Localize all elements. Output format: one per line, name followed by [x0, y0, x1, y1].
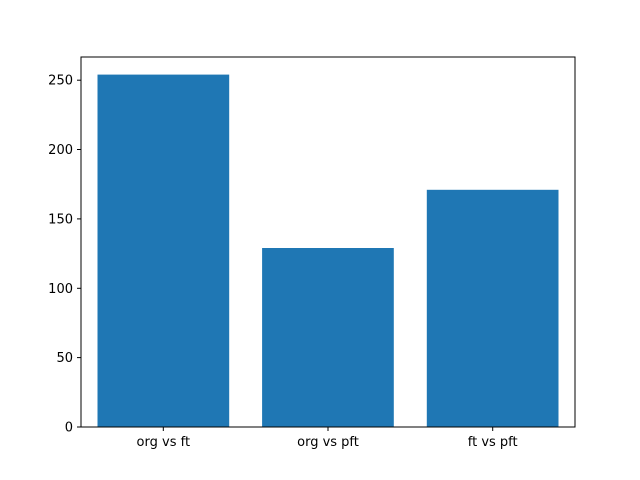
y-tick-label: 150 [48, 212, 73, 227]
bar-org-vs-ft [97, 74, 230, 427]
y-tick-label: 50 [56, 351, 73, 366]
bar-org-vs-pft [262, 248, 394, 427]
y-tick-label: 100 [48, 282, 73, 297]
y-tick-label: 250 [48, 74, 73, 89]
y-tick-label: 0 [65, 421, 73, 436]
bar-ft-vs-pft [426, 189, 559, 427]
x-tick-label: ft vs pft [468, 435, 518, 450]
x-tick-label: org vs pft [297, 435, 359, 450]
y-tick-label: 200 [48, 143, 73, 158]
x-tick-label: org vs ft [137, 435, 191, 450]
